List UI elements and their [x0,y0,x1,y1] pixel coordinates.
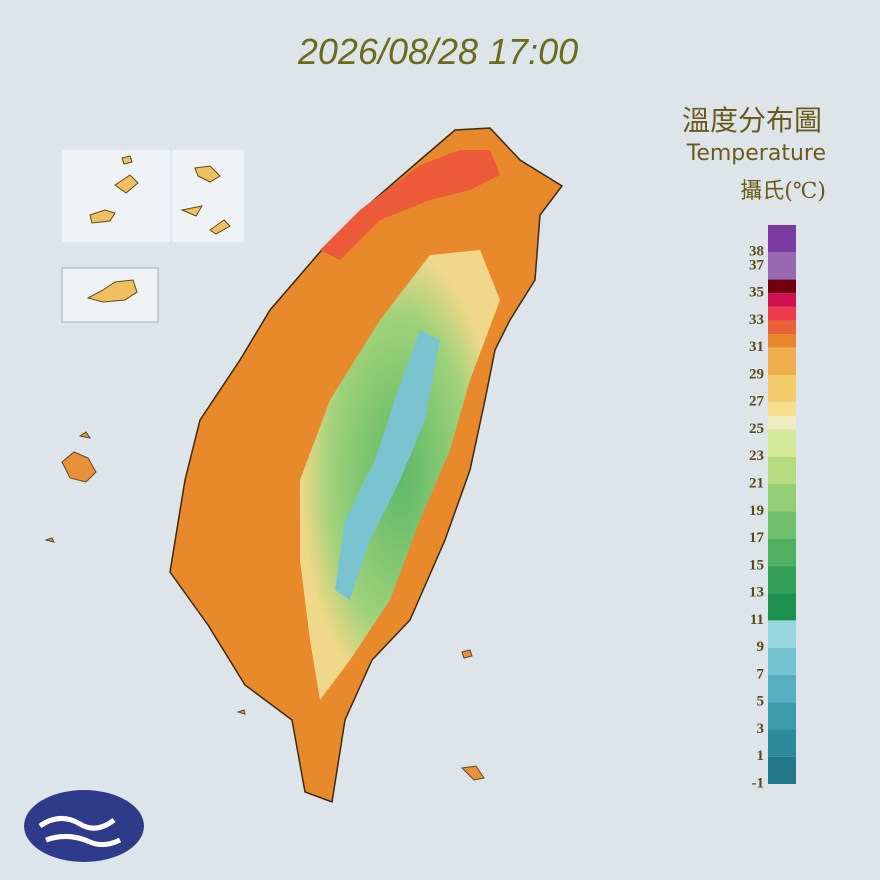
logo-wave [38,816,122,848]
legend-tick-label: 1 [757,748,765,764]
legend-tick-label: 7 [757,666,765,682]
legend-tick-label: 37 [749,257,765,273]
legend-tick-label: 17 [749,530,765,546]
color-band [768,620,796,648]
logo [24,790,144,862]
legend-tick-label: 19 [749,503,764,519]
timestamp: 2026/08/28 17:00 [297,31,578,72]
cool-zone [335,330,440,600]
color-band [768,306,796,321]
legend-tick-label: 38 [749,244,764,260]
color-band [768,647,796,675]
legend-title: 溫度分布圖 [682,104,822,137]
color-band [768,565,796,594]
legend-tick-label: 21 [749,475,764,491]
legend-tick-label: 3 [757,721,765,737]
legend-tick-label: 35 [749,285,764,301]
legend-tick-label: 15 [749,557,764,573]
legend-tick-label: 27 [749,394,765,410]
color-band [768,402,796,416]
legend-tick-label: 5 [757,694,765,710]
color-band [768,511,796,539]
island [44,431,485,781]
color-band [768,293,796,307]
legend-subtitle: Temperature [686,141,826,166]
color-band [768,538,796,566]
inset-box [62,150,170,242]
legend-tick-label: 11 [750,612,764,628]
legend-tick-label: 31 [749,339,764,355]
color-band [768,252,796,280]
taiwan-map [169,127,564,804]
color-band [768,674,796,703]
legend-tick-label: -1 [752,775,765,791]
color-band [768,593,796,621]
inset-box [61,267,159,323]
color-band [768,334,796,348]
legend-tick-label: 25 [749,421,764,437]
color-band [768,225,796,253]
color-band [768,456,796,485]
insets [44,150,485,781]
inset-box [172,150,244,242]
color-band [768,374,796,403]
legend-tick-label: 33 [749,312,764,328]
color-band [768,484,796,512]
hot-zone [320,150,500,260]
color-band [768,429,796,457]
colorbar [768,225,796,784]
color-band [768,347,796,375]
color-band [768,415,796,430]
legend-tick-label: 23 [749,448,764,464]
legend-tick-label: 13 [749,585,764,601]
color-band [768,702,796,730]
color-band [768,756,796,784]
legend-unit: 攝氏(℃) [740,179,826,204]
island [86,155,231,303]
legend-tick-label: 9 [757,639,765,655]
legend-tick-label: 29 [749,366,764,382]
color-band [768,729,796,757]
color-band [768,320,796,335]
color-band [768,279,796,294]
